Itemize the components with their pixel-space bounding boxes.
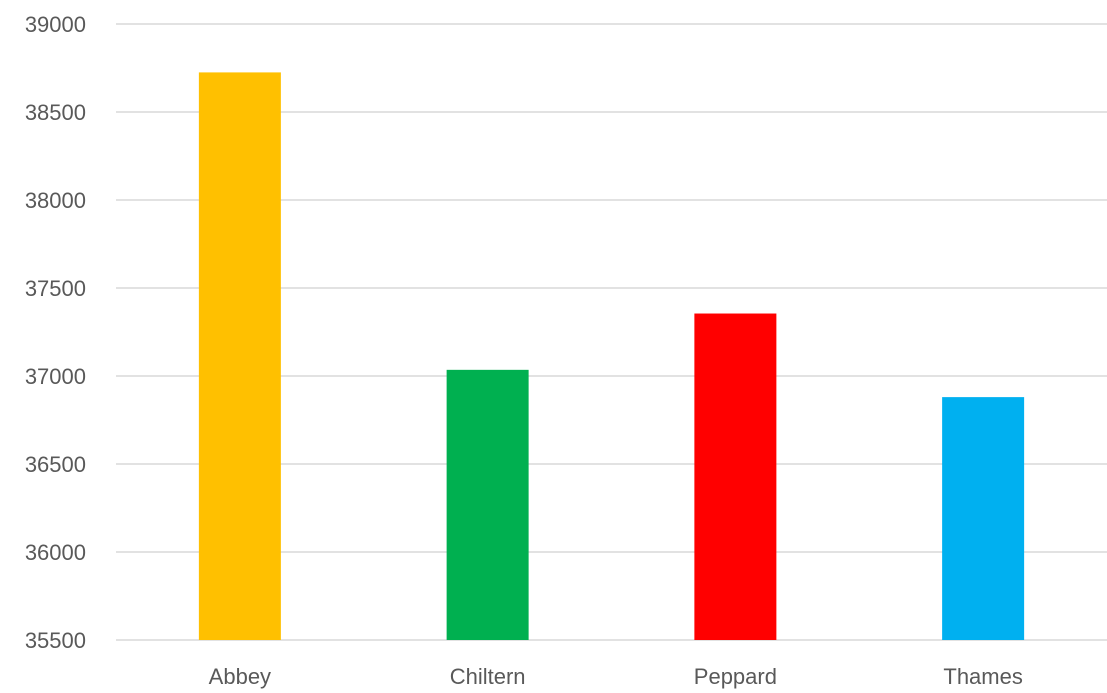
y-tick-label: 36500	[25, 452, 86, 477]
y-axis-tick-labels: 35500 36000 36500 37000 37500 38000 38500 39000	[25, 12, 86, 653]
x-tick-label: Peppard	[694, 664, 777, 689]
bar-chiltern	[446, 369, 529, 640]
bars	[198, 72, 1025, 640]
y-tick-label: 37500	[25, 276, 86, 301]
y-tick-label: 37000	[25, 364, 86, 389]
y-tick-label: 38000	[25, 188, 86, 213]
gridlines	[116, 23, 1107, 641]
y-tick-label: 38500	[25, 100, 86, 125]
x-tick-label: Abbey	[209, 664, 271, 689]
bar-peppard	[694, 313, 777, 640]
bar-thames	[942, 397, 1025, 640]
y-tick-label: 36000	[25, 540, 86, 565]
y-tick-label: 35500	[25, 628, 86, 653]
y-tick-label: 39000	[25, 12, 86, 37]
x-tick-label: Chiltern	[450, 664, 526, 689]
bar-abbey	[198, 72, 281, 640]
x-axis-tick-labels: Abbey Chiltern Peppard Thames	[209, 664, 1023, 689]
x-tick-label: Thames	[943, 664, 1022, 689]
